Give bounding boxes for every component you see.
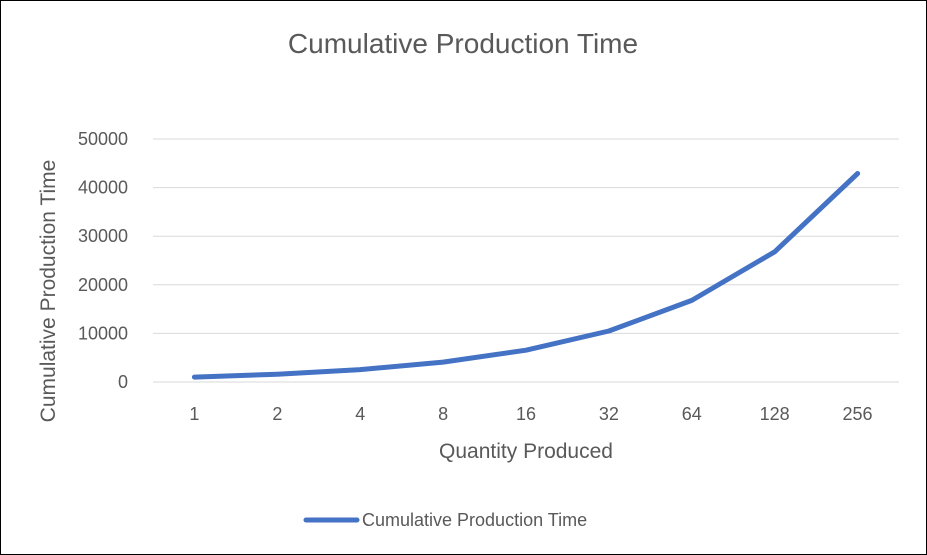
x-tick-label: 16 bbox=[516, 404, 536, 424]
series-line bbox=[191, 171, 861, 380]
x-axis-tick-labels: 1 2 4 8 16 32 64 128 256 bbox=[189, 404, 872, 424]
legend-label: Cumulative Production Time bbox=[362, 510, 587, 530]
legend: Cumulative Production Time bbox=[303, 510, 587, 530]
gridlines bbox=[153, 138, 899, 383]
y-tick-label: 20000 bbox=[78, 275, 128, 295]
y-tick-label: 10000 bbox=[78, 323, 128, 343]
x-tick-label: 1 bbox=[189, 404, 199, 424]
x-tick-label: 256 bbox=[843, 404, 873, 424]
x-tick-label: 32 bbox=[599, 404, 619, 424]
y-tick-label: 50000 bbox=[78, 129, 128, 149]
x-axis-title: Quantity Produced bbox=[439, 440, 613, 463]
x-tick-label: 64 bbox=[682, 404, 702, 424]
y-tick-label: 30000 bbox=[78, 226, 128, 246]
y-tick-label: 0 bbox=[118, 372, 128, 392]
series-layer bbox=[191, 171, 861, 380]
y-tick-label: 40000 bbox=[78, 178, 128, 198]
x-tick-label: 8 bbox=[438, 404, 448, 424]
chart-title: Cumulative Production Time bbox=[288, 28, 638, 59]
x-tick-label: 2 bbox=[272, 404, 282, 424]
x-tick-label: 128 bbox=[760, 404, 790, 424]
y-axis-tick-labels: 0 10000 20000 30000 40000 50000 bbox=[78, 129, 128, 392]
y-axis-title: Cumulative Production Time bbox=[37, 160, 60, 423]
x-tick-label: 4 bbox=[355, 404, 365, 424]
